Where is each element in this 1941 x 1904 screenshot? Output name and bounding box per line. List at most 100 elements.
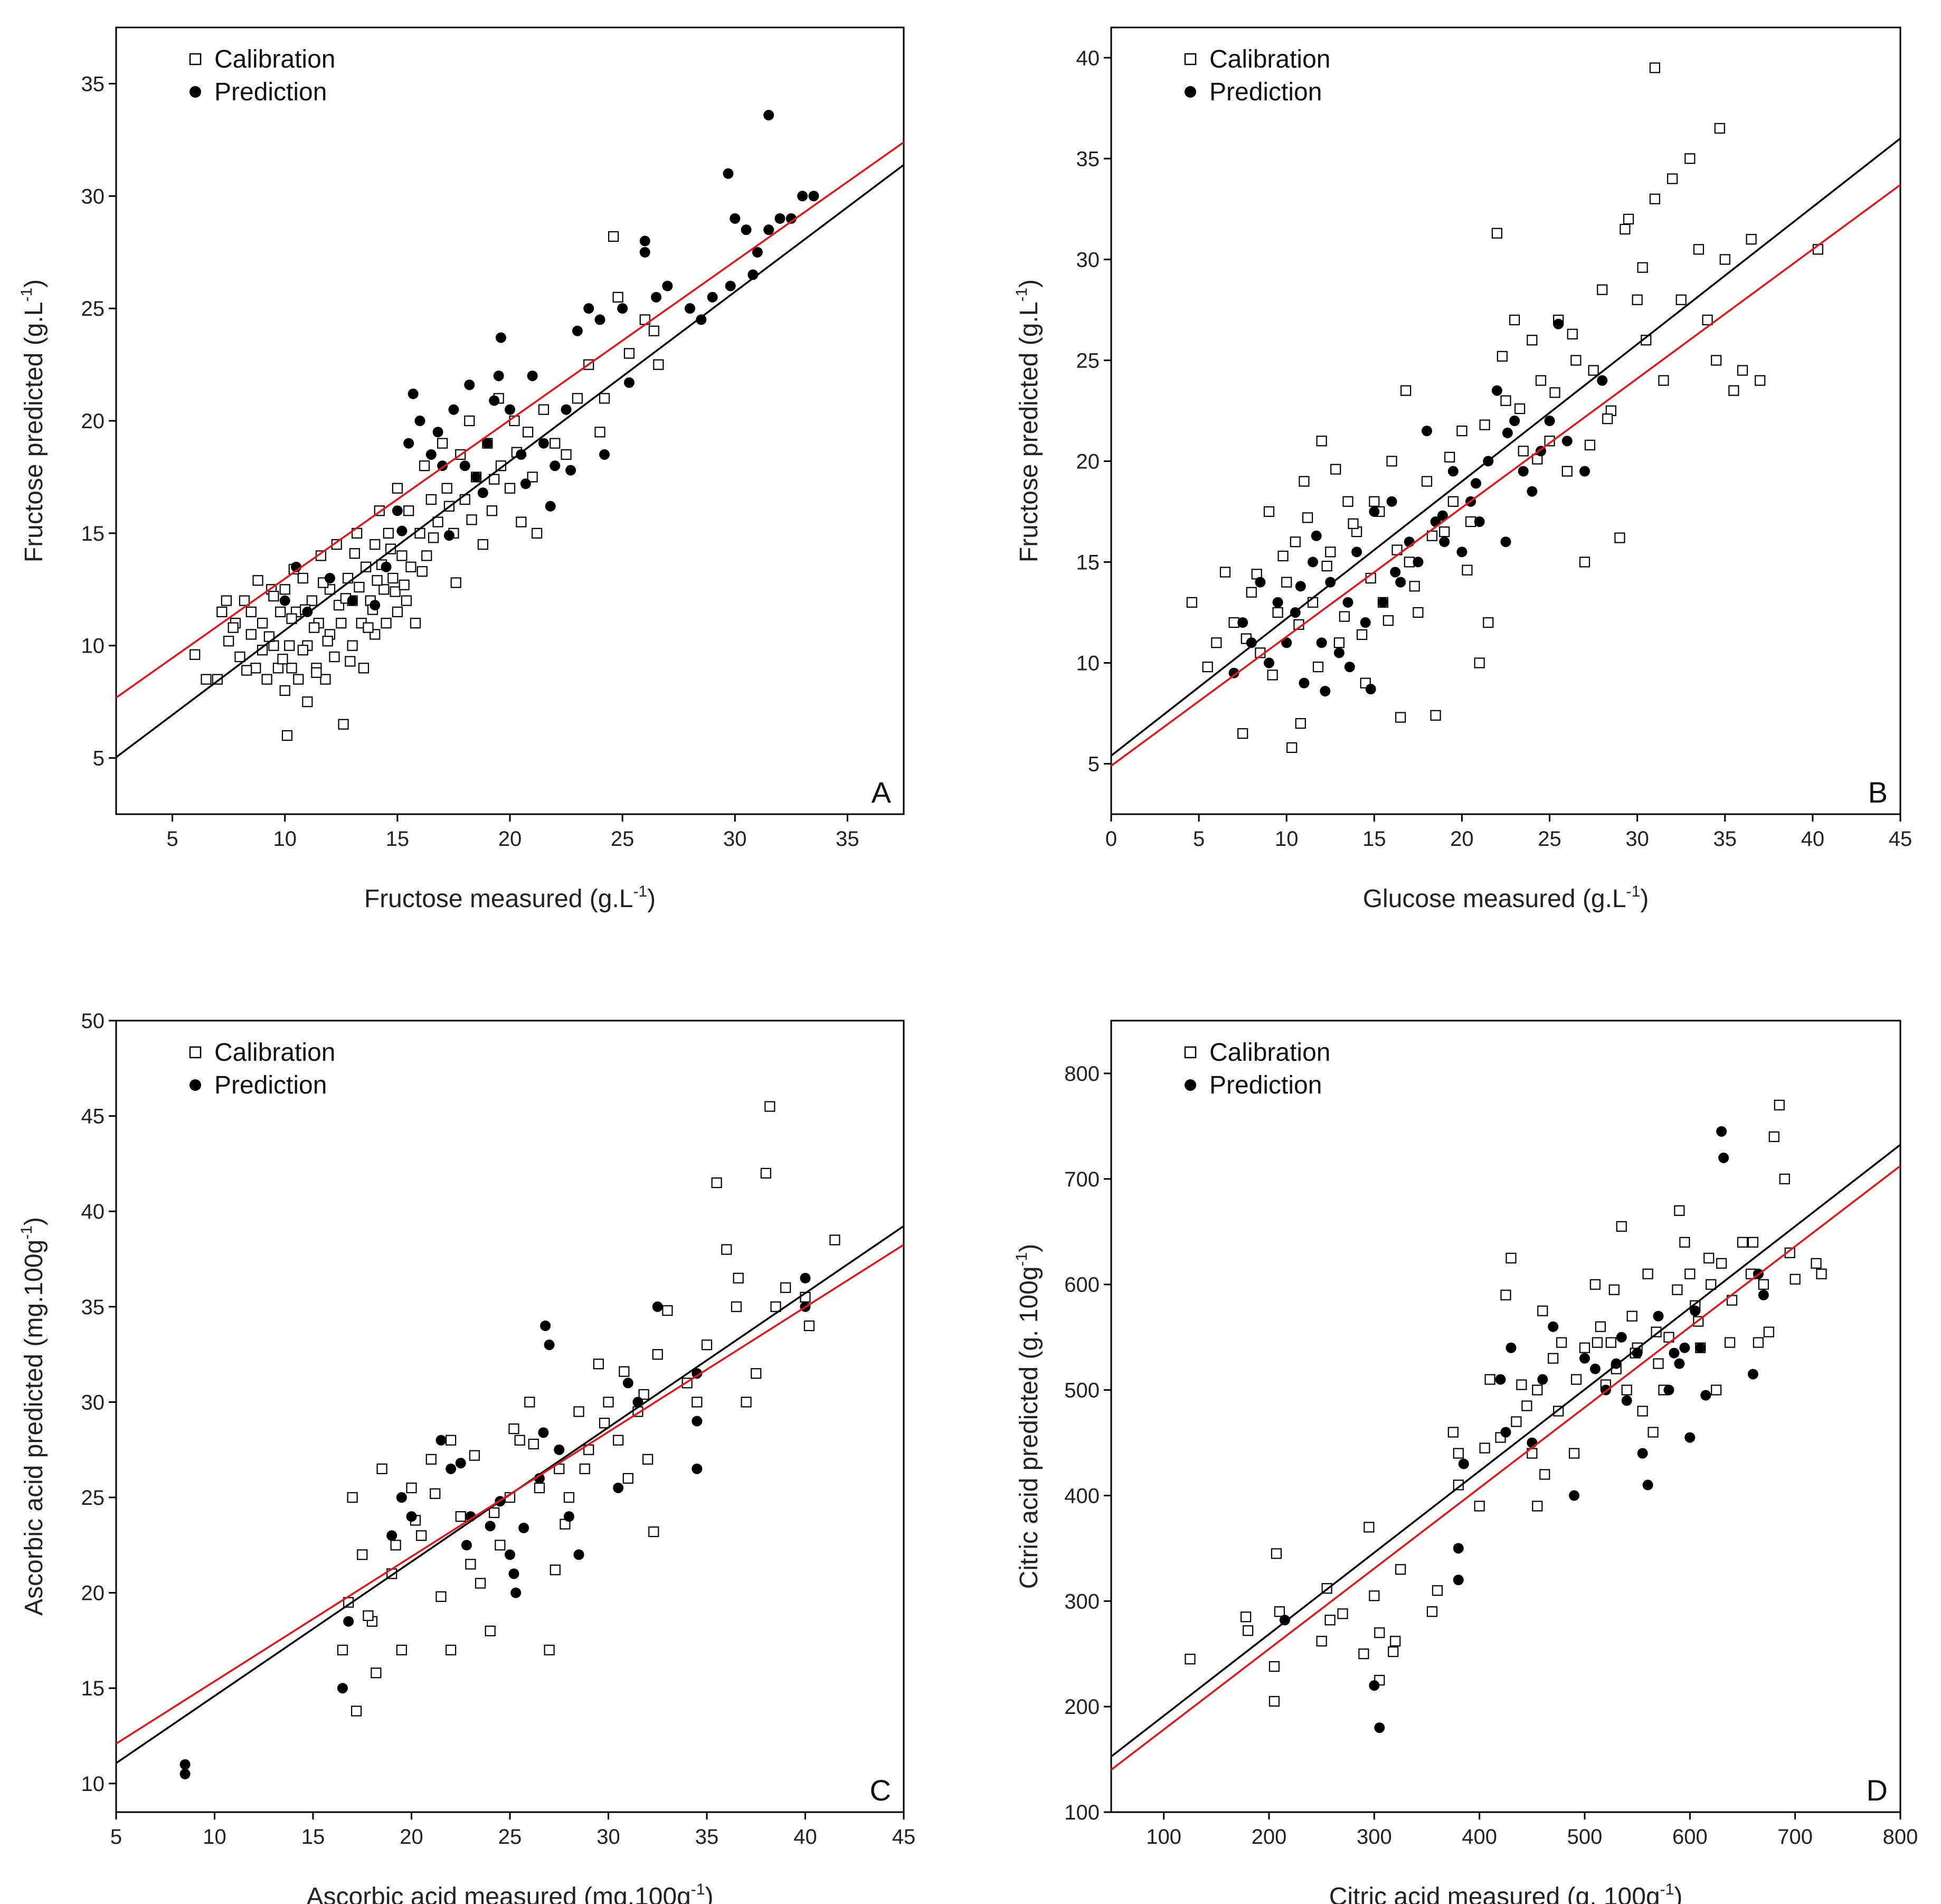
y-tick-label: 30: [81, 1391, 105, 1414]
y-tick-label: 40: [81, 1200, 105, 1223]
calibration-point: [1202, 662, 1213, 673]
prediction-point: [1553, 318, 1564, 329]
prediction-point: [1320, 685, 1331, 696]
calibration-point: [573, 1406, 584, 1417]
y-tick-label: 20: [81, 1582, 105, 1605]
x-tick-label: 35: [836, 827, 859, 851]
prediction-point: [594, 314, 605, 325]
calibration-point: [336, 618, 347, 629]
calibration-point: [579, 1463, 590, 1474]
calibration-point: [1816, 1268, 1827, 1279]
calibration-point: [1330, 464, 1341, 475]
x-tick-label: 45: [892, 1825, 916, 1849]
calibration-point: [1219, 567, 1231, 578]
calibration-point: [1295, 718, 1306, 729]
prediction-point: [1561, 436, 1573, 447]
prediction-point: [482, 438, 493, 449]
prediction-point: [785, 213, 797, 224]
calibration-point: [275, 606, 286, 617]
calibration-point: [1302, 512, 1313, 523]
calibration-point: [385, 543, 396, 554]
calibration-point: [1456, 426, 1467, 437]
calibration-point: [1439, 526, 1450, 538]
calibration-regression-line: [1110, 137, 1901, 757]
panel-letter-b: B: [1868, 776, 1888, 809]
calibration-point: [416, 566, 428, 577]
panel-c-ascorbic-acid: 5 10 15 20 25 30 35 40 45 10 15 20 25 30 35 40 45 50 Ascor…: [18, 1010, 915, 1904]
prediction-point: [554, 1444, 565, 1455]
calibration-point: [1369, 496, 1380, 507]
calibration-point: [297, 572, 308, 584]
calibration-point: [1271, 1548, 1282, 1559]
calibration-point: [1679, 1237, 1690, 1248]
calibration-point: [485, 1625, 496, 1636]
prediction-point: [752, 247, 763, 258]
calibration-point: [1509, 314, 1520, 326]
calibration-point: [1333, 637, 1345, 648]
calibration-point: [721, 1244, 732, 1255]
calibration-point: [1267, 670, 1278, 681]
calibration-point: [223, 636, 234, 647]
prediction-point: [1413, 557, 1424, 568]
calibration-point: [1400, 385, 1412, 396]
x-tick-label: 400: [1462, 1825, 1497, 1849]
legend-prediction-label: Prediction: [214, 1071, 327, 1099]
prediction-point: [1272, 597, 1283, 608]
prediction-point: [1500, 536, 1511, 548]
y-axis-unit-exponent: -1: [18, 1226, 35, 1240]
calibration-point: [1474, 1501, 1485, 1512]
calibration-point: [751, 1368, 762, 1379]
calibration-point: [441, 483, 452, 494]
calibration-point: [261, 674, 272, 685]
calibration-point: [1465, 516, 1476, 527]
calibration-point: [245, 629, 257, 640]
legend-calibration-label: Calibration: [214, 45, 335, 73]
y-tick-label: 15: [81, 522, 105, 545]
x-axis-unit-close: ): [1674, 1883, 1682, 1904]
calibration-point: [563, 1492, 575, 1503]
calibration-point: [279, 584, 290, 595]
calibration-point: [1532, 1501, 1543, 1512]
calibration-point: [212, 674, 223, 685]
prediction-point: [1325, 577, 1336, 588]
prediction-point: [392, 505, 403, 516]
calibration-point: [528, 1438, 539, 1449]
calibration-point: [1623, 213, 1634, 225]
y-tick-label: 200: [1064, 1695, 1100, 1719]
prediction-point: [707, 291, 718, 303]
plot-frame-c: [115, 1020, 905, 1813]
y-axis-title-text: Fructose predicted (g.L: [20, 302, 48, 563]
calibration-point: [320, 674, 331, 685]
y-tick-label: 20: [1076, 450, 1100, 473]
prediction-point: [763, 224, 774, 235]
calibration-point: [228, 622, 239, 633]
prediction-point: [179, 1759, 191, 1770]
calibration-point: [1711, 355, 1722, 366]
calibration-point: [1684, 1268, 1696, 1279]
prediction-point: [1548, 1321, 1559, 1332]
prediction-point: [741, 224, 752, 235]
calibration-point: [1369, 1590, 1380, 1601]
calibration-point: [1658, 375, 1669, 386]
prediction-point: [1360, 617, 1371, 628]
y-axis-unit-close: ): [1015, 1244, 1043, 1252]
calibration-point: [1444, 451, 1455, 463]
calibration-point: [1286, 742, 1298, 753]
prediction-point: [1527, 486, 1538, 497]
prediction-point: [1377, 597, 1388, 608]
calibration-point: [770, 1301, 781, 1312]
prediction-point: [563, 1511, 574, 1522]
y-axis-title: Ascorbic acid predicted (mg.100g-1): [18, 1217, 48, 1616]
prediction-point: [1369, 1680, 1380, 1691]
calibration-point: [396, 550, 408, 561]
y-tick-label: 800: [1064, 1062, 1100, 1086]
calibration-point: [1579, 1342, 1590, 1353]
x-tick-label: 30: [1625, 827, 1649, 851]
calibration-point: [1737, 365, 1748, 376]
y-tick-label: 300: [1064, 1590, 1100, 1613]
calibration-point: [1395, 1564, 1406, 1575]
plot-area-a: [190, 110, 819, 741]
calibration-point: [1597, 284, 1608, 295]
calibration-point: [216, 606, 228, 617]
prediction-point: [1695, 1342, 1706, 1353]
